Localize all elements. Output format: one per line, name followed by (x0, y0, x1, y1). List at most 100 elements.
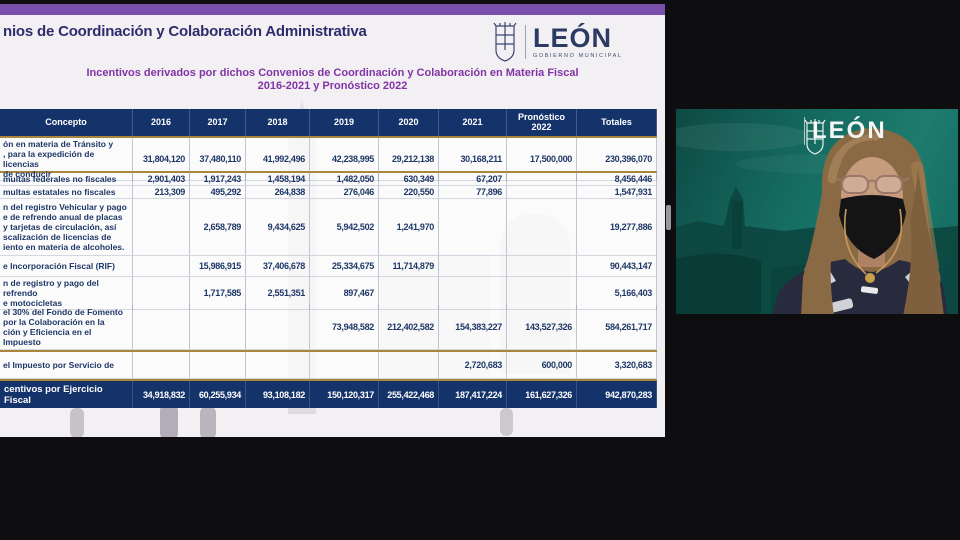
table-row: n de registro y pago del refrendo e moto… (0, 277, 657, 311)
value-cell (133, 352, 190, 379)
concept-cell: e Incorporación Fiscal (RIF) (0, 256, 133, 277)
concept-cell: n del registro Vehicular y pago e de ref… (0, 199, 133, 256)
total-value-cell: 187,417,224 (439, 381, 507, 408)
hair-front-left (801, 171, 837, 314)
value-cell: 1,458,194 (246, 173, 310, 187)
slide-subtitle: Incentivos derivados por dichos Convenio… (0, 67, 665, 93)
value-cell (507, 199, 577, 256)
cable-clip (860, 286, 879, 294)
value-cell: 1,482,050 (310, 173, 379, 187)
value-cell: 8,456,446 (577, 173, 657, 187)
value-cell (310, 352, 379, 379)
logo-divider (525, 25, 526, 59)
value-cell (190, 352, 246, 379)
total-row-label: centivos por Ejercicio Fiscal (0, 381, 133, 408)
table-row: multas federales no fiscales 2,901,403 1,9… (0, 173, 657, 187)
participant-person (772, 128, 948, 314)
value-cell: 2,658,789 (190, 199, 246, 256)
value-cell (133, 256, 190, 277)
table-total-row: centivos por Ejercicio Fiscal 34,918,832 6… (0, 381, 657, 408)
watermark-figure (70, 408, 84, 437)
value-cell (439, 277, 507, 311)
value-cell: 897,467 (310, 277, 379, 311)
value-cell: 1,917,243 (190, 173, 246, 187)
concept-cell: multas estatales no fiscales (0, 186, 133, 200)
value-cell (439, 199, 507, 256)
value-cell (439, 256, 507, 277)
value-cell (133, 199, 190, 256)
value-cell: 154,383,227 (439, 305, 507, 350)
subtitle-line-1: Incentivos derivados por dichos Convenio… (86, 67, 579, 79)
concept-cell: n de registro y pago del refrendo e moto… (0, 277, 133, 311)
value-cell: 3,320,683 (577, 352, 657, 379)
leon-crest-icon (493, 22, 517, 62)
table-row: ón en materia de Tránsito y , para la ex… (0, 136, 657, 182)
concept-cell: el 30% del Fondo de Fomento por la Colab… (0, 305, 133, 350)
value-cell (507, 173, 577, 187)
hair-front-right (903, 169, 944, 314)
value-cell: 77,896 (439, 186, 507, 200)
value-cell: 19,277,886 (577, 199, 657, 256)
value-cell: 230,396,070 (577, 138, 657, 182)
value-cell: 17,500,000 (507, 138, 577, 182)
table-row: el 30% del Fondo de Fomento por la Colab… (0, 305, 657, 350)
value-cell: 11,714,879 (379, 256, 439, 277)
leon-logo-text: LEÓN (812, 117, 887, 144)
value-cell: 5,166,403 (577, 277, 657, 311)
column-header: Totales (577, 109, 657, 136)
value-cell: 67,207 (439, 173, 507, 187)
table-row: el Impuesto por Servicio de 2,720,683 600,… (0, 350, 657, 381)
concept-cell: el Impuesto por Servicio de (0, 352, 133, 379)
value-cell (379, 277, 439, 311)
value-cell: 630,349 (379, 173, 439, 187)
value-cell: 15,986,915 (190, 256, 246, 277)
concept-cell: ón en materia de Tránsito y , para la ex… (0, 138, 133, 182)
value-cell: 2,901,403 (133, 173, 190, 187)
glasses (834, 175, 910, 194)
slide-top-band (0, 4, 665, 15)
value-cell (133, 305, 190, 350)
value-cell: 213,309 (133, 186, 190, 200)
total-value-cell: 255,422,468 (379, 381, 439, 408)
value-cell (507, 277, 577, 311)
value-cell: 220,550 (379, 186, 439, 200)
value-cell: 90,443,147 (577, 256, 657, 277)
value-cell: 1,547,931 (577, 186, 657, 200)
value-cell: 276,046 (310, 186, 379, 200)
value-cell: 2,720,683 (439, 352, 507, 379)
value-cell: 264,838 (246, 186, 310, 200)
value-cell: 42,238,995 (310, 138, 379, 182)
value-cell: 1,717,585 (190, 277, 246, 311)
sky-streak (676, 123, 811, 151)
necklace-bead (865, 273, 875, 283)
value-cell: 5,942,502 (310, 199, 379, 256)
leon-logo-subtext: GOBIERNO MUNICIPAL (533, 52, 623, 59)
value-cell (507, 186, 577, 200)
table-row: multas estatales no fiscales 213,309 495,2… (0, 186, 657, 200)
leon-crest-icon (804, 119, 826, 155)
video-scene (676, 123, 958, 314)
value-cell: 41,992,496 (246, 138, 310, 182)
presentation-slide: nios de Coordinación y Colaboración Admi… (0, 4, 665, 437)
table-row: n del registro Vehicular y pago e de ref… (0, 199, 657, 256)
value-cell: 495,292 (190, 186, 246, 200)
headset-cable (844, 208, 903, 275)
watermark-figure (500, 408, 513, 436)
scrollbar-thumb[interactable] (666, 205, 671, 230)
column-header: 2020 (379, 109, 439, 136)
incentives-table: Concepto 2016 2017 2018 2019 2020 2021 Pronósti… (0, 109, 657, 408)
leon-logo-text: LEÓN (533, 22, 613, 53)
value-cell: 212,402,582 (379, 305, 439, 350)
participant-video: LEÓN (676, 109, 958, 314)
table-header-row: Concepto 2016 2017 2018 2019 2020 2021 Pronósti… (0, 109, 657, 136)
value-cell (190, 305, 246, 350)
face-mask (839, 195, 906, 259)
concept-cell: multas federales no fiscales (0, 173, 133, 187)
watermark-figure (200, 406, 216, 437)
column-header: 2016 (133, 109, 190, 136)
value-cell: 600,000 (507, 352, 577, 379)
total-value-cell: 161,627,326 (507, 381, 577, 408)
value-cell: 9,434,625 (246, 199, 310, 256)
value-cell (379, 352, 439, 379)
value-cell: 584,261,717 (577, 305, 657, 350)
